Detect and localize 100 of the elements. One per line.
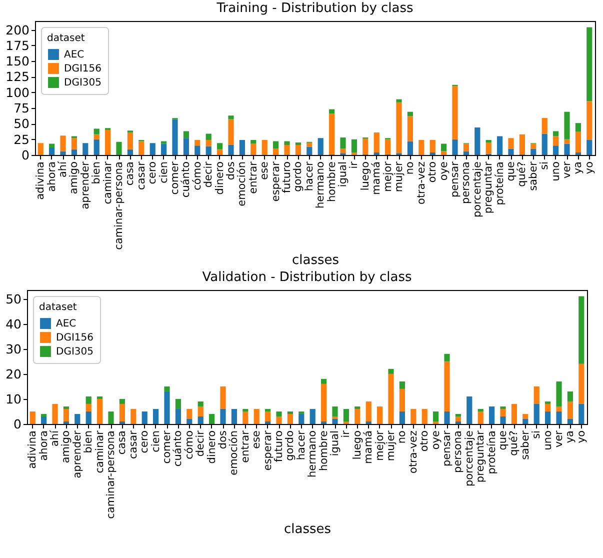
x-tick-label: ir <box>340 430 352 438</box>
x-tick-label: oye <box>438 162 450 181</box>
bar <box>97 398 103 424</box>
x-tick-label: no <box>396 430 408 444</box>
bar <box>441 151 447 155</box>
bar <box>161 141 167 144</box>
bar <box>553 136 559 146</box>
bar <box>298 414 304 424</box>
x-tick-label: mujer <box>385 430 397 462</box>
x-tick-label: hermano <box>314 162 327 208</box>
x-tick-label: dinero <box>214 162 226 195</box>
y-tick-label: 125 <box>6 69 30 84</box>
y-tick-label: 30 <box>6 341 22 356</box>
bar <box>362 138 368 154</box>
bar <box>410 408 416 424</box>
bar <box>150 143 156 155</box>
x-tick-label: ahora <box>46 162 58 192</box>
x-tick-label: cuánto <box>172 430 184 467</box>
bar <box>542 134 548 155</box>
bar <box>321 384 327 422</box>
bar <box>186 418 192 424</box>
bar <box>500 408 506 416</box>
bar <box>49 144 55 148</box>
bar <box>474 127 480 155</box>
bar <box>466 396 472 424</box>
x-tick-label: cero <box>146 162 159 184</box>
y-tick-label: 100 <box>6 84 30 100</box>
x-tick-label: hombre <box>318 430 330 472</box>
x-tick-label: hombre <box>326 162 338 202</box>
x-tick-label: ir <box>348 160 360 169</box>
bar <box>586 27 592 102</box>
bar <box>198 401 204 406</box>
bar <box>209 414 215 424</box>
x-tick-label: mamá <box>370 162 383 195</box>
bar <box>276 411 282 416</box>
bar <box>556 381 562 406</box>
bar <box>30 411 36 424</box>
x-tick-label: comer <box>161 430 173 464</box>
x-tick-label: pensar <box>449 160 461 198</box>
bar <box>564 144 570 155</box>
bar <box>284 141 290 145</box>
y-tick-label: 25 <box>14 132 30 147</box>
x-tick-label: si <box>530 430 543 439</box>
x-tick-label: dos <box>217 430 229 450</box>
bar <box>463 151 469 155</box>
x-tick-label: persona <box>452 430 464 473</box>
x-tick-label: uno <box>542 430 554 450</box>
bar <box>186 408 192 419</box>
x-tick-label: mejor <box>382 160 394 192</box>
x-tick-label: luego <box>351 430 364 460</box>
bar <box>198 406 204 416</box>
bar <box>486 140 492 142</box>
legend-title: dataset <box>39 302 77 313</box>
bar <box>407 141 413 155</box>
x-tick-label: decir <box>194 430 207 457</box>
bar <box>183 138 189 155</box>
x-tick-label: porcentaje <box>463 430 476 486</box>
x-tick-label: ver <box>561 160 573 178</box>
bar <box>519 134 525 154</box>
bar <box>530 144 536 149</box>
x-tick-label: caminar-persona <box>113 162 125 250</box>
bar <box>298 411 304 414</box>
y-tick-label: 75 <box>14 100 30 116</box>
bar <box>455 414 461 416</box>
bar <box>262 140 268 155</box>
bar <box>206 140 212 146</box>
bar <box>522 418 528 424</box>
bar <box>175 398 181 409</box>
bar <box>578 364 584 404</box>
bar <box>94 139 100 155</box>
x-tick-label: persona <box>460 162 472 204</box>
bar <box>295 144 301 155</box>
bar <box>444 411 450 424</box>
y-tick-label: 50 <box>14 116 30 132</box>
bar <box>567 418 573 424</box>
bar <box>276 416 282 424</box>
x-tick-label: casa <box>124 162 136 186</box>
x-axis-title: classes <box>284 522 332 537</box>
bar <box>407 112 413 116</box>
bar <box>164 386 170 392</box>
legend-title: dataset <box>47 33 85 44</box>
y-tick-label: 200 <box>6 22 30 38</box>
bar <box>265 421 271 424</box>
bar <box>511 404 517 424</box>
x-tick-label: cómo <box>191 162 204 190</box>
bar <box>575 152 581 155</box>
bar <box>354 406 360 409</box>
bar <box>228 119 234 145</box>
bar <box>94 134 100 140</box>
x-tick-label: aprender <box>71 430 84 478</box>
bar <box>116 142 122 155</box>
legend-label: DGI156 <box>56 332 94 344</box>
bar <box>478 408 484 412</box>
bar <box>138 141 144 155</box>
y-tick-label: 150 <box>6 54 30 69</box>
bar <box>183 131 189 138</box>
bar <box>534 404 540 424</box>
bar <box>60 151 66 155</box>
bar <box>284 144 290 155</box>
bar <box>478 411 484 424</box>
